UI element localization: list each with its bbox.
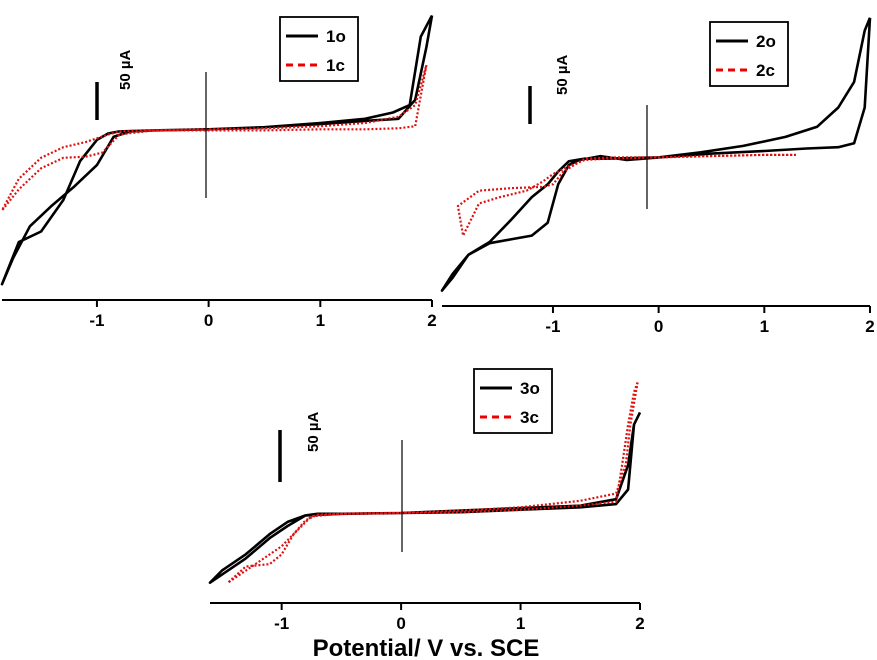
x-tick-label: -1 [545,317,560,336]
legend-label-2o: 2o [756,32,776,51]
legend-box [473,368,553,434]
cv-curves [0,14,434,286]
legend-label-3o: 3o [520,379,540,398]
panel-3o-3c: -1 0 1 2 50 µA 3o 3c [208,368,645,633]
legend: 1o 1c [279,16,359,82]
x-axis-tick-labels: -1 0 1 2 [89,311,436,330]
x-tick-label: -1 [274,614,289,633]
x-axis-title: Potential/ V vs. SCE [313,635,540,660]
cv-curves [208,382,642,585]
legend-label-1c: 1c [326,56,345,75]
x-tick-label: 2 [427,311,436,330]
x-axis-ticks [280,603,641,610]
series-1c-line [0,64,428,212]
series-3o-line [208,411,642,585]
x-tick-label: 0 [204,311,213,330]
x-axis-tick-labels: -1 0 1 2 [545,317,874,336]
legend: 2o 2c [709,21,789,87]
x-tick-label: 1 [316,311,325,330]
legend: 3o 3c [473,368,553,434]
series-3c-line [226,382,639,584]
x-tick-label: 1 [760,317,769,336]
x-axis-tick-labels: -1 0 1 2 [274,614,645,633]
x-tick-label: 0 [654,317,663,336]
series-2o-line [440,17,872,292]
legend-label-2c: 2c [756,61,775,80]
legend-label-1o: 1o [326,27,346,46]
x-tick-label: -1 [89,311,104,330]
panel-2o-2c: -1 0 1 2 50 µA 2o 2c [440,17,875,336]
x-tick-label: 0 [396,614,405,633]
x-axis-ticks [95,300,433,307]
x-tick-label: 1 [516,614,525,633]
x-tick-label: 2 [865,317,874,336]
series-1o-line [0,14,434,286]
legend-box [279,16,359,82]
cv-curves [440,17,872,292]
scale-bar-label: 50 µA [554,55,571,95]
legend-label-3c: 3c [520,408,539,427]
scale-bar-label: 50 µA [117,50,134,90]
scale-bar-label: 50 µA [305,412,322,452]
x-tick-label: 2 [635,614,644,633]
panel-1o-1c: -1 0 1 2 50 µA 1o 1c [0,14,437,330]
x-axis-ticks [551,306,871,313]
legend-box [709,21,789,87]
